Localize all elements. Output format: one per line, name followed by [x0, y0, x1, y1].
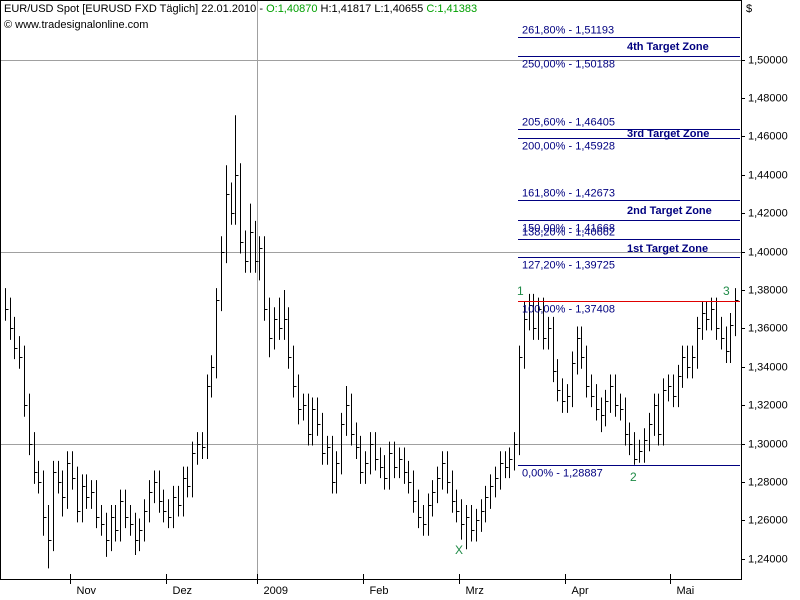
fib-label: 0,00% - 1,28887	[522, 467, 603, 479]
wave-marker: 3	[723, 284, 730, 298]
wave-marker: X	[455, 543, 463, 557]
target-zone: 3rd Target Zone	[627, 128, 709, 140]
low-value: L:1,40655	[374, 3, 423, 15]
high-value: H:1,41817	[321, 3, 372, 15]
close-value: C:1,41383	[426, 3, 477, 15]
fib-label: 127,20% - 1,39725	[522, 259, 615, 271]
fib-label: 261,80% - 1,51193	[522, 24, 614, 36]
wave-marker: 1	[517, 284, 524, 298]
fib-label: 161,80% - 1,42673	[522, 187, 615, 199]
fib-label: 100,00% - 1,37408	[522, 303, 615, 315]
currency: $	[746, 3, 752, 15]
fib-label: 205,60% - 1,46405	[522, 116, 615, 128]
target-zone: 2nd Target Zone	[627, 205, 712, 217]
y-tick-label: 1,34000	[748, 361, 788, 373]
y-tick-label: 1,50000	[748, 54, 788, 66]
y-tick-label: 1,26000	[748, 514, 788, 526]
y-tick-label: 1,40000	[748, 246, 788, 258]
target-zone: 1st Target Zone	[627, 243, 708, 255]
fib-label: 138,20% - 1,40662	[522, 226, 615, 238]
y-tick-label: 1,48000	[748, 92, 788, 104]
y-tick-label: 1,44000	[748, 169, 788, 181]
y-tick-label: 1,42000	[748, 207, 788, 219]
x-tick-label: Feb	[370, 585, 389, 597]
x-tick-label: Dez	[173, 585, 193, 597]
open-value: O:1,40870	[266, 3, 317, 15]
y-tick-label: 1,32000	[748, 399, 788, 411]
y-tick-label: 1,38000	[748, 284, 788, 296]
chart-title: EUR/USD Spot [EURUSD FXD Täglich] 22.01.…	[4, 3, 477, 15]
x-tick-label: Nov	[77, 585, 97, 597]
x-tick-label: Apr	[572, 585, 589, 597]
x-tick-label: Mrz	[466, 585, 484, 597]
y-tick-label: 1,28000	[748, 476, 788, 488]
fib-label: 250,00% - 1,50188	[522, 58, 615, 70]
fib-label: 200,00% - 1,45928	[522, 140, 615, 152]
target-zone: 4th Target Zone	[627, 41, 709, 53]
y-tick-label: 1,36000	[748, 322, 788, 334]
y-tick-label: 1,24000	[748, 553, 788, 565]
fib-label: 150,00% - 1,41668	[522, 222, 615, 234]
title-text: EUR/USD Spot [EURUSD FXD Täglich] 22.01.…	[4, 3, 263, 15]
x-tick-label: Mai	[677, 585, 695, 597]
y-tick-label: 1,30000	[748, 438, 788, 450]
x-tick-label: 2009	[264, 585, 288, 597]
source: © www.tradesignalonline.com	[4, 19, 148, 31]
wave-marker: 2	[630, 470, 637, 484]
y-tick-label: 1,46000	[748, 130, 788, 142]
